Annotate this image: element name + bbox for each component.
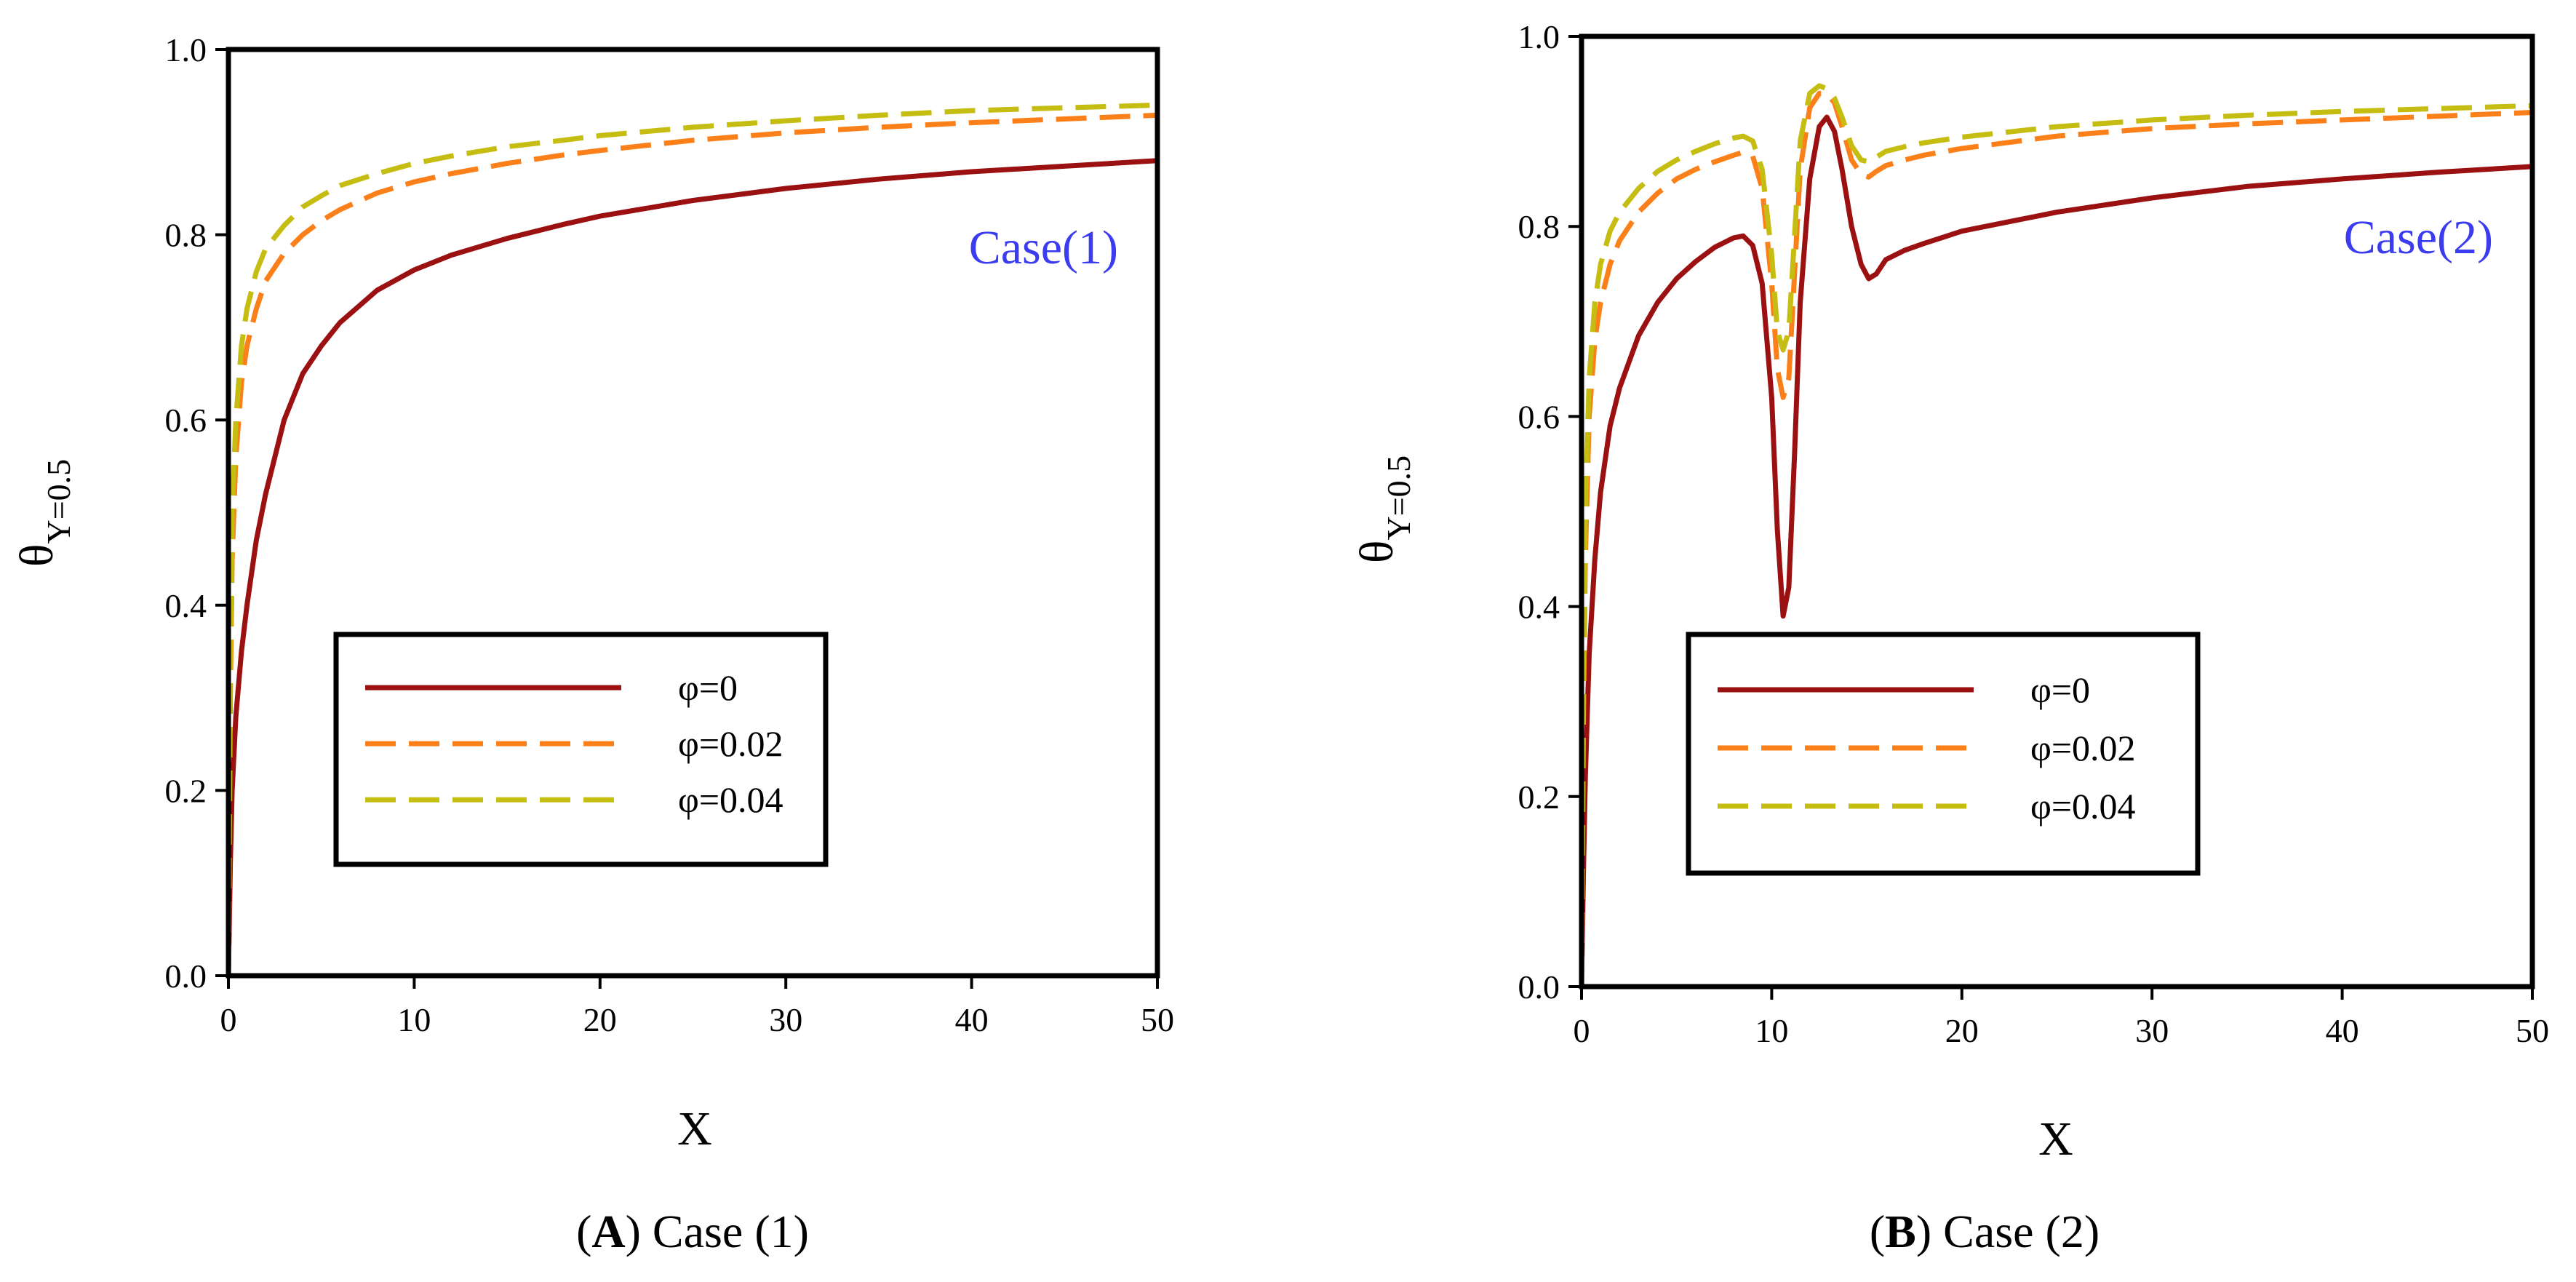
legend-box — [333, 632, 829, 867]
legend-box — [1686, 632, 2201, 876]
y-tick-label: 0.6 — [165, 402, 207, 439]
y-tick-label: 0.8 — [165, 217, 207, 254]
x-tick-label: 0 — [220, 1001, 237, 1038]
y-tick-label: 1.0 — [165, 31, 207, 68]
y-tick-label: 0.0 — [165, 957, 207, 995]
panel-caption-text: ) Case (2) — [1916, 1206, 2100, 1257]
y-axis-title-symbol: θ — [1350, 541, 1403, 564]
series-line-phi-0-04 — [1582, 83, 2532, 987]
panel-b: 0 10 20 30 40 50 0.0 0.2 0.4 0.6 0.8 1.0 XθY=0.5 Case… — [1350, 18, 2549, 1257]
series-line-phi-0-04 — [228, 102, 1157, 976]
series-line-phi-0 — [1582, 114, 2532, 987]
legend-label: φ=0.02 — [2030, 728, 2136, 768]
x-axis-title: X — [677, 1102, 712, 1155]
panel-caption: (A) Case (1) — [576, 1206, 809, 1257]
x-tick-label: 20 — [1945, 1012, 1979, 1049]
case-annotation: Case(1) — [969, 221, 1118, 274]
x-tick-label: 50 — [1141, 1001, 1174, 1038]
x-tick-label: 20 — [583, 1001, 617, 1038]
y-tick-label: 0.2 — [1518, 779, 1560, 816]
y-axis-title-symbol: θ — [10, 544, 63, 568]
case-annotation: Case(2) — [2344, 211, 2493, 264]
legend-label: φ=0.04 — [2030, 786, 2136, 827]
series-line-phi-0-02 — [1582, 90, 2532, 987]
y-tick-label: 0.4 — [165, 587, 207, 624]
panel-caption: (B) Case (2) — [1870, 1206, 2100, 1257]
series-line-phi-0-02 — [228, 112, 1157, 976]
y-axis-title: θY=0.5 — [1350, 455, 1417, 563]
y-tick-label: 0.8 — [1518, 208, 1560, 245]
legend-label: φ=0 — [678, 667, 738, 708]
panel-caption-text: ) Case (1) — [626, 1206, 809, 1257]
x-tick-label: 40 — [955, 1001, 989, 1038]
y-tick-label: 0.4 — [1518, 589, 1560, 626]
y-tick-label: 1.0 — [1518, 18, 1560, 55]
x-tick-label: 10 — [1755, 1012, 1788, 1049]
plot-frame — [226, 47, 1160, 979]
x-axis-title: X — [2038, 1112, 2073, 1166]
y-axis-title-subscript: Y=0.5 — [40, 459, 77, 544]
legend-label: φ=0 — [2030, 669, 2090, 710]
panel-caption-letter: A — [591, 1206, 625, 1257]
x-tick-label: 10 — [397, 1001, 431, 1038]
y-tick-label: 0.2 — [165, 772, 207, 809]
legend-label: φ=0.02 — [678, 723, 783, 764]
y-tick-label: 0.0 — [1518, 968, 1560, 1006]
plot-frame — [1579, 33, 2535, 990]
y-tick-label: 0.6 — [1518, 398, 1560, 435]
x-tick-label: 0 — [1574, 1012, 1590, 1049]
legend-label: φ=0.04 — [678, 779, 783, 820]
x-tick-label: 30 — [2135, 1012, 2169, 1049]
x-tick-label: 40 — [2326, 1012, 2359, 1049]
panel-a: 0 10 20 30 40 50 0.0 0.2 0.4 0.6 0.8 1.0 XθY=0.5 Case… — [10, 31, 1174, 1257]
y-axis-title: θY=0.5 — [10, 459, 77, 567]
panel-caption-letter: B — [1885, 1206, 1916, 1257]
x-tick-label: 50 — [2516, 1012, 2549, 1049]
series-line-phi-0 — [228, 158, 1157, 976]
x-tick-label: 30 — [769, 1001, 802, 1038]
y-axis-title-subscript: Y=0.5 — [1380, 455, 1417, 541]
